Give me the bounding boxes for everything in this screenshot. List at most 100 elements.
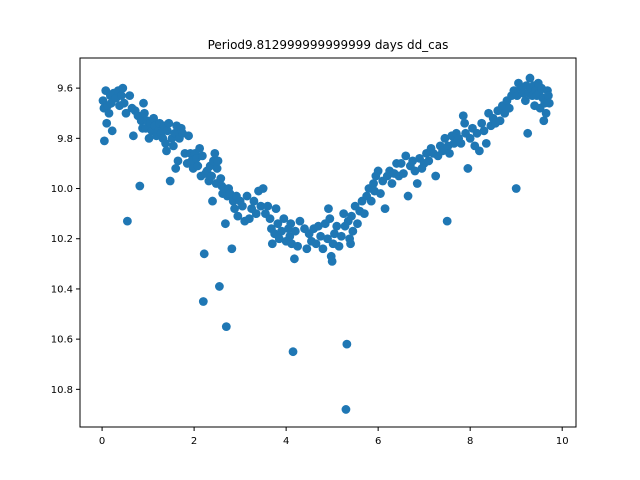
axes: 0 2 4 6 8 10 9.6 9.8 10.0 10.2 10.4 10.6 10.8 bbox=[51, 57, 577, 447]
data-point bbox=[122, 216, 132, 226]
data-point bbox=[165, 176, 175, 186]
data-point bbox=[347, 211, 356, 221]
data-point bbox=[346, 239, 355, 249]
data-point bbox=[401, 151, 411, 161]
data-point bbox=[198, 297, 208, 306]
data-point bbox=[332, 221, 342, 231]
data-point bbox=[520, 96, 530, 106]
data-point bbox=[325, 214, 335, 224]
data-point bbox=[104, 108, 114, 118]
data-point bbox=[244, 214, 254, 224]
data-point bbox=[440, 133, 450, 143]
data-point bbox=[442, 216, 452, 226]
y-tick-label: 9.8 bbox=[57, 134, 73, 145]
data-point bbox=[334, 241, 344, 251]
data-point bbox=[267, 239, 277, 249]
data-point bbox=[327, 256, 337, 266]
data-point bbox=[125, 91, 135, 101]
data-point bbox=[216, 174, 226, 183]
data-point bbox=[544, 98, 554, 108]
data-point bbox=[396, 159, 406, 168]
data-point bbox=[161, 138, 170, 148]
data-point bbox=[242, 191, 252, 201]
data-point bbox=[271, 204, 281, 214]
data-point bbox=[336, 231, 346, 241]
data-point bbox=[412, 179, 422, 188]
data-point bbox=[135, 181, 145, 191]
data-point bbox=[279, 214, 289, 224]
data-point bbox=[523, 128, 533, 138]
data-point bbox=[311, 239, 321, 249]
data-point bbox=[424, 156, 434, 166]
chart-title: Period9.812999999999999 days dd_cas bbox=[208, 38, 449, 52]
data-point bbox=[324, 204, 333, 214]
data-point bbox=[163, 126, 172, 136]
data-point bbox=[210, 148, 220, 158]
data-point bbox=[369, 179, 378, 188]
data-point bbox=[318, 244, 328, 254]
x-tick-label: 4 bbox=[283, 436, 289, 447]
data-point bbox=[195, 143, 205, 153]
y-tick-label: 10.0 bbox=[51, 184, 73, 195]
scatter-series bbox=[98, 73, 554, 414]
data-point bbox=[380, 204, 390, 214]
data-point bbox=[313, 221, 323, 231]
data-point bbox=[118, 83, 128, 93]
data-point bbox=[387, 179, 397, 188]
data-point bbox=[227, 244, 237, 254]
data-point bbox=[249, 196, 259, 206]
data-point bbox=[495, 116, 505, 126]
data-point bbox=[162, 146, 171, 156]
data-point bbox=[408, 156, 418, 166]
data-point bbox=[251, 209, 261, 219]
data-point bbox=[233, 211, 243, 221]
data-point bbox=[230, 204, 240, 214]
data-point bbox=[342, 339, 352, 349]
data-point bbox=[117, 91, 126, 101]
data-point bbox=[258, 184, 268, 193]
data-point bbox=[288, 347, 298, 357]
data-point bbox=[477, 118, 487, 128]
data-point bbox=[445, 148, 454, 158]
data-point bbox=[212, 164, 222, 173]
data-point bbox=[121, 108, 131, 118]
x-tick-label: 0 bbox=[99, 436, 105, 447]
data-point bbox=[348, 226, 358, 236]
data-point bbox=[511, 184, 521, 193]
plot-frame bbox=[79, 57, 577, 428]
y-tick-label: 10.2 bbox=[51, 234, 73, 245]
data-point bbox=[290, 226, 300, 236]
data-point bbox=[376, 189, 385, 198]
data-point bbox=[293, 241, 303, 251]
data-point bbox=[295, 216, 305, 226]
data-point bbox=[274, 234, 284, 244]
data-point bbox=[119, 98, 129, 108]
data-point bbox=[99, 136, 109, 146]
data-point bbox=[525, 73, 535, 83]
data-point bbox=[460, 118, 470, 128]
data-point bbox=[286, 219, 296, 229]
data-point bbox=[479, 126, 489, 136]
data-point bbox=[199, 249, 209, 259]
data-point bbox=[164, 118, 174, 128]
data-point bbox=[431, 171, 441, 181]
data-point bbox=[353, 219, 362, 229]
data-point bbox=[410, 166, 420, 176]
data-point bbox=[463, 164, 473, 173]
data-point bbox=[149, 113, 159, 123]
data-point bbox=[184, 131, 193, 141]
y-tick-label: 9.6 bbox=[57, 84, 73, 95]
data-point bbox=[193, 161, 203, 171]
data-point bbox=[341, 405, 351, 414]
data-point bbox=[238, 201, 247, 211]
data-point bbox=[373, 166, 383, 176]
data-point bbox=[456, 138, 466, 148]
x-tick-label: 2 bbox=[191, 436, 197, 447]
data-point bbox=[541, 108, 551, 118]
data-point bbox=[140, 108, 149, 118]
data-point bbox=[263, 201, 273, 211]
data-point bbox=[330, 229, 339, 239]
data-point bbox=[366, 196, 376, 206]
data-point bbox=[403, 191, 413, 201]
